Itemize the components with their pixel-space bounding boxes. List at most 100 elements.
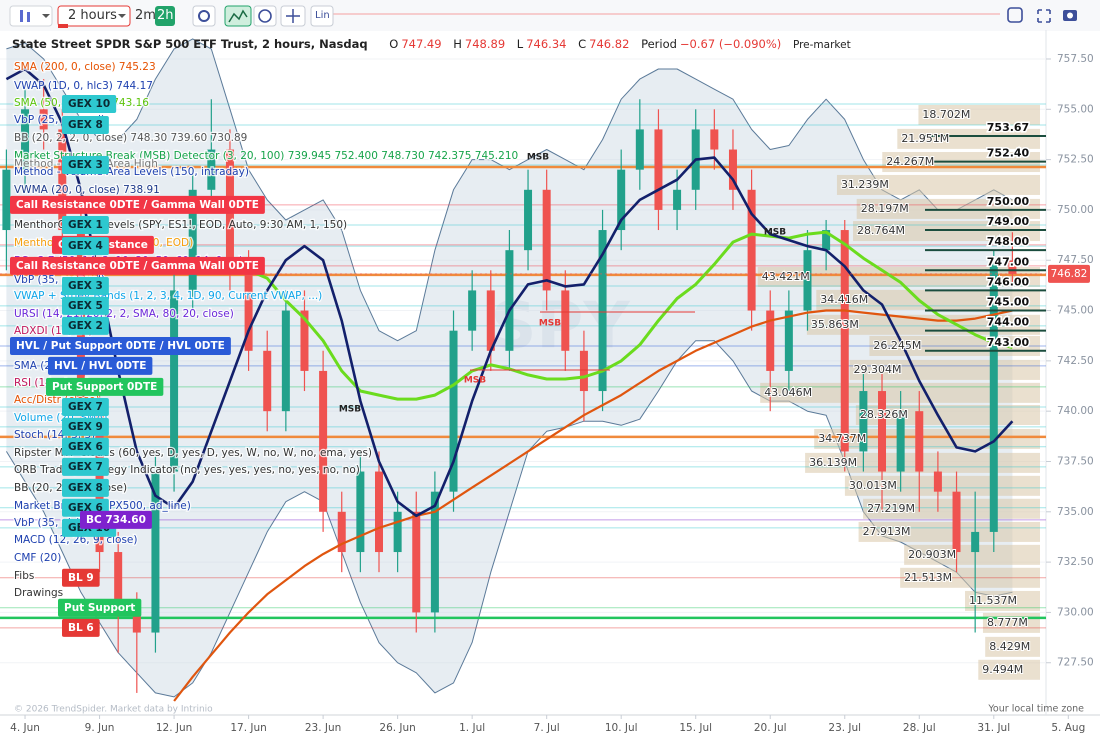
level-tag-label: GEX 6 <box>68 502 103 514</box>
y-tick-label: 730.00 <box>1057 606 1094 618</box>
toolbar-bg <box>0 0 1100 31</box>
level-tag-box <box>62 95 117 114</box>
volume-profile-bar <box>900 567 1040 588</box>
indicator-legend: Method - Volume Area Levels (150, intrad… <box>14 166 249 178</box>
volume-profile-label: 27.913M <box>863 525 911 538</box>
indicator-button[interactable] <box>224 5 252 27</box>
candle-body <box>319 370 328 512</box>
overlay-line <box>173 309 1013 702</box>
interval-dropdown[interactable] <box>57 5 131 27</box>
volume-profile-bar <box>918 104 1040 125</box>
x-tick-label: 28. Jul <box>903 722 936 734</box>
session-label: Pre-market <box>792 39 851 51</box>
icon <box>198 10 210 22</box>
scale-label[interactable]: Lin <box>315 10 330 21</box>
icon <box>286 9 300 23</box>
volume-profile-label: 28.197M <box>861 202 909 215</box>
y-tick-label: 752.50 <box>1057 154 1094 166</box>
level-tag-box <box>62 618 100 637</box>
candle-body <box>468 290 477 331</box>
candle-body <box>654 129 663 210</box>
volume-profile-label: 31.239M <box>841 178 889 191</box>
level-label: 744.00 <box>987 316 1030 329</box>
level-tag-box <box>62 417 109 436</box>
current-price-box <box>1048 264 1090 283</box>
level-label: 753.67 <box>987 121 1029 134</box>
x-tick-label: 5. Aug <box>1051 722 1085 734</box>
interval-2h[interactable]: 2h <box>157 8 174 23</box>
icon <box>58 24 68 28</box>
candle-body <box>2 169 11 231</box>
candle-body <box>170 290 179 472</box>
candle-body <box>39 109 48 130</box>
volume-profile-bar <box>897 128 1040 149</box>
candle-body <box>635 129 644 170</box>
x-tick-label: 10. Jul <box>605 722 638 734</box>
timezone-label: Your local time zone <box>987 704 1084 715</box>
level-label: 747.00 <box>987 255 1030 268</box>
fullscreen-button[interactable] <box>1037 9 1051 23</box>
volume-profile-label: 8.429M <box>989 640 1030 653</box>
alerts-button[interactable] <box>253 5 277 27</box>
level-tag-label: GEX 7 <box>68 461 103 473</box>
candle-body <box>281 310 290 412</box>
volume-profile-label: 9.494M <box>982 663 1023 676</box>
msb-label: MSB <box>764 228 786 238</box>
candle-body <box>952 491 961 553</box>
volume-profile-label: 34.737M <box>818 432 866 445</box>
volume-profile-bar <box>978 659 1040 680</box>
level-tag-label: GEX 1 <box>68 219 103 231</box>
level-tag-label: GEX 4 <box>68 240 103 252</box>
level-label: 746.00 <box>987 275 1030 288</box>
candle-body <box>430 491 439 613</box>
volume-profile-label: 43.046M <box>764 386 812 399</box>
x-tick-label: 9. Jun <box>85 722 115 734</box>
y-tick-label: 755.00 <box>1057 103 1094 115</box>
level-tag-label: GEX 2 <box>68 320 103 332</box>
level-label: 745.00 <box>987 296 1030 309</box>
icon <box>118 14 126 18</box>
interval-2h-button[interactable] <box>155 6 175 26</box>
volume-profile-bar <box>814 428 1040 449</box>
scale-button[interactable] <box>310 5 334 27</box>
candle-body <box>859 391 868 452</box>
level-tag-label: HVL / HVL 0DTE <box>54 360 146 372</box>
indicator-legend: SMA (200, 0, close) 745.23 <box>14 61 156 73</box>
settings-button[interactable] <box>192 5 216 27</box>
level-tag-box <box>62 276 109 295</box>
level-tag-box <box>62 216 109 235</box>
level-tag-box <box>58 598 142 617</box>
msb-label: MSB <box>464 376 486 386</box>
interval-label[interactable]: 2 hours <box>68 8 117 23</box>
x-tick-label: 31. Jul <box>977 722 1010 734</box>
level-tag-box <box>62 437 109 456</box>
level-tag-label: GEX 3 <box>68 280 103 292</box>
candle-body <box>337 511 346 553</box>
candle-body <box>579 350 588 392</box>
level-tag-box <box>62 568 100 587</box>
y-tick-label: 757.50 <box>1057 53 1094 65</box>
level-tag-box <box>62 316 109 335</box>
interval-2m[interactable]: 2m <box>135 8 156 23</box>
msb-label: MSB <box>527 153 549 163</box>
candle-body <box>728 149 737 190</box>
y-tick-label: 747.50 <box>1057 254 1094 266</box>
candle-body <box>710 129 719 150</box>
candle-body <box>840 230 849 452</box>
candle-body <box>673 189 682 210</box>
symbol-title: State Street SPDR S&P 500 ETF Trust, 2 h… <box>12 37 368 51</box>
volume-profile-label: 18.702M <box>922 108 970 121</box>
level-tag-label: Put Support 0DTE <box>52 381 157 393</box>
volume-profile-bar <box>836 174 1040 195</box>
icon <box>27 12 30 22</box>
volume-profile-label: 34.416M <box>820 293 868 306</box>
volume-profile-label: 20.903M <box>908 548 956 561</box>
x-tick-label: 26. Jun <box>379 722 415 734</box>
bot-button[interactable] <box>1007 7 1023 23</box>
candle-body <box>915 411 924 472</box>
level-tag-label: HVL / Put Support 0DTE / HVL 0DTE <box>16 340 225 352</box>
level-label: 743.00 <box>987 336 1030 349</box>
chart-header: State Street SPDR S&P 500 ETF Trust, 2 h… <box>12 37 851 51</box>
level-tag-label: GEX 9 <box>68 421 103 433</box>
